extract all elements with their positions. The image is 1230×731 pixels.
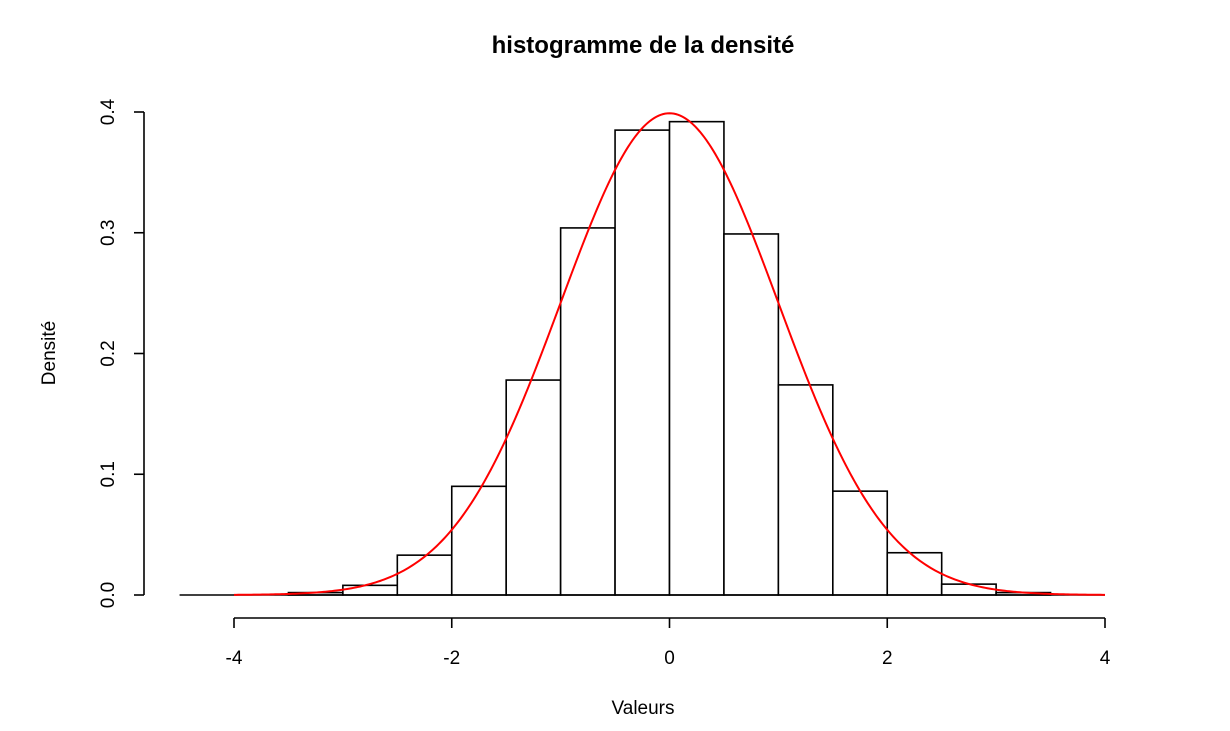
x-tick-label: 4 <box>1100 648 1111 669</box>
histogram-bar <box>342 584 399 596</box>
x-axis: -4 -2 0 2 4 <box>226 617 1111 669</box>
y-tick-label: 0.3 <box>98 220 119 246</box>
histogram-bar <box>723 233 780 596</box>
histogram-bar <box>668 120 725 596</box>
x-tick-label: 2 <box>882 648 893 669</box>
y-tick-label: 0.0 <box>98 582 119 608</box>
y-tick-label: 0.1 <box>98 461 119 487</box>
histogram-bar <box>777 384 834 596</box>
y-tick-label: 0.4 <box>98 98 119 125</box>
histogram-bar <box>505 379 562 596</box>
x-tick-label: -2 <box>443 648 460 669</box>
normal-density-curve <box>233 112 1106 596</box>
histogram-bars <box>287 120 1052 596</box>
histogram-bar <box>832 490 889 596</box>
histogram-bar <box>396 554 453 596</box>
chart-title: histogramme de la densité <box>492 32 795 59</box>
y-axis-label: Densité <box>39 321 60 385</box>
x-tick-label: -4 <box>226 648 243 669</box>
histogram-bar <box>614 129 671 596</box>
y-axis: 0.0 0.1 0.2 0.3 0.4 <box>98 98 145 608</box>
x-tick-label: 0 <box>664 648 675 669</box>
histogram-bar <box>940 583 997 596</box>
histogram-bar <box>886 551 943 596</box>
x-axis-label: Valeurs <box>611 698 674 719</box>
histogram-bar <box>450 485 507 596</box>
y-tick-label: 0.2 <box>98 340 119 366</box>
